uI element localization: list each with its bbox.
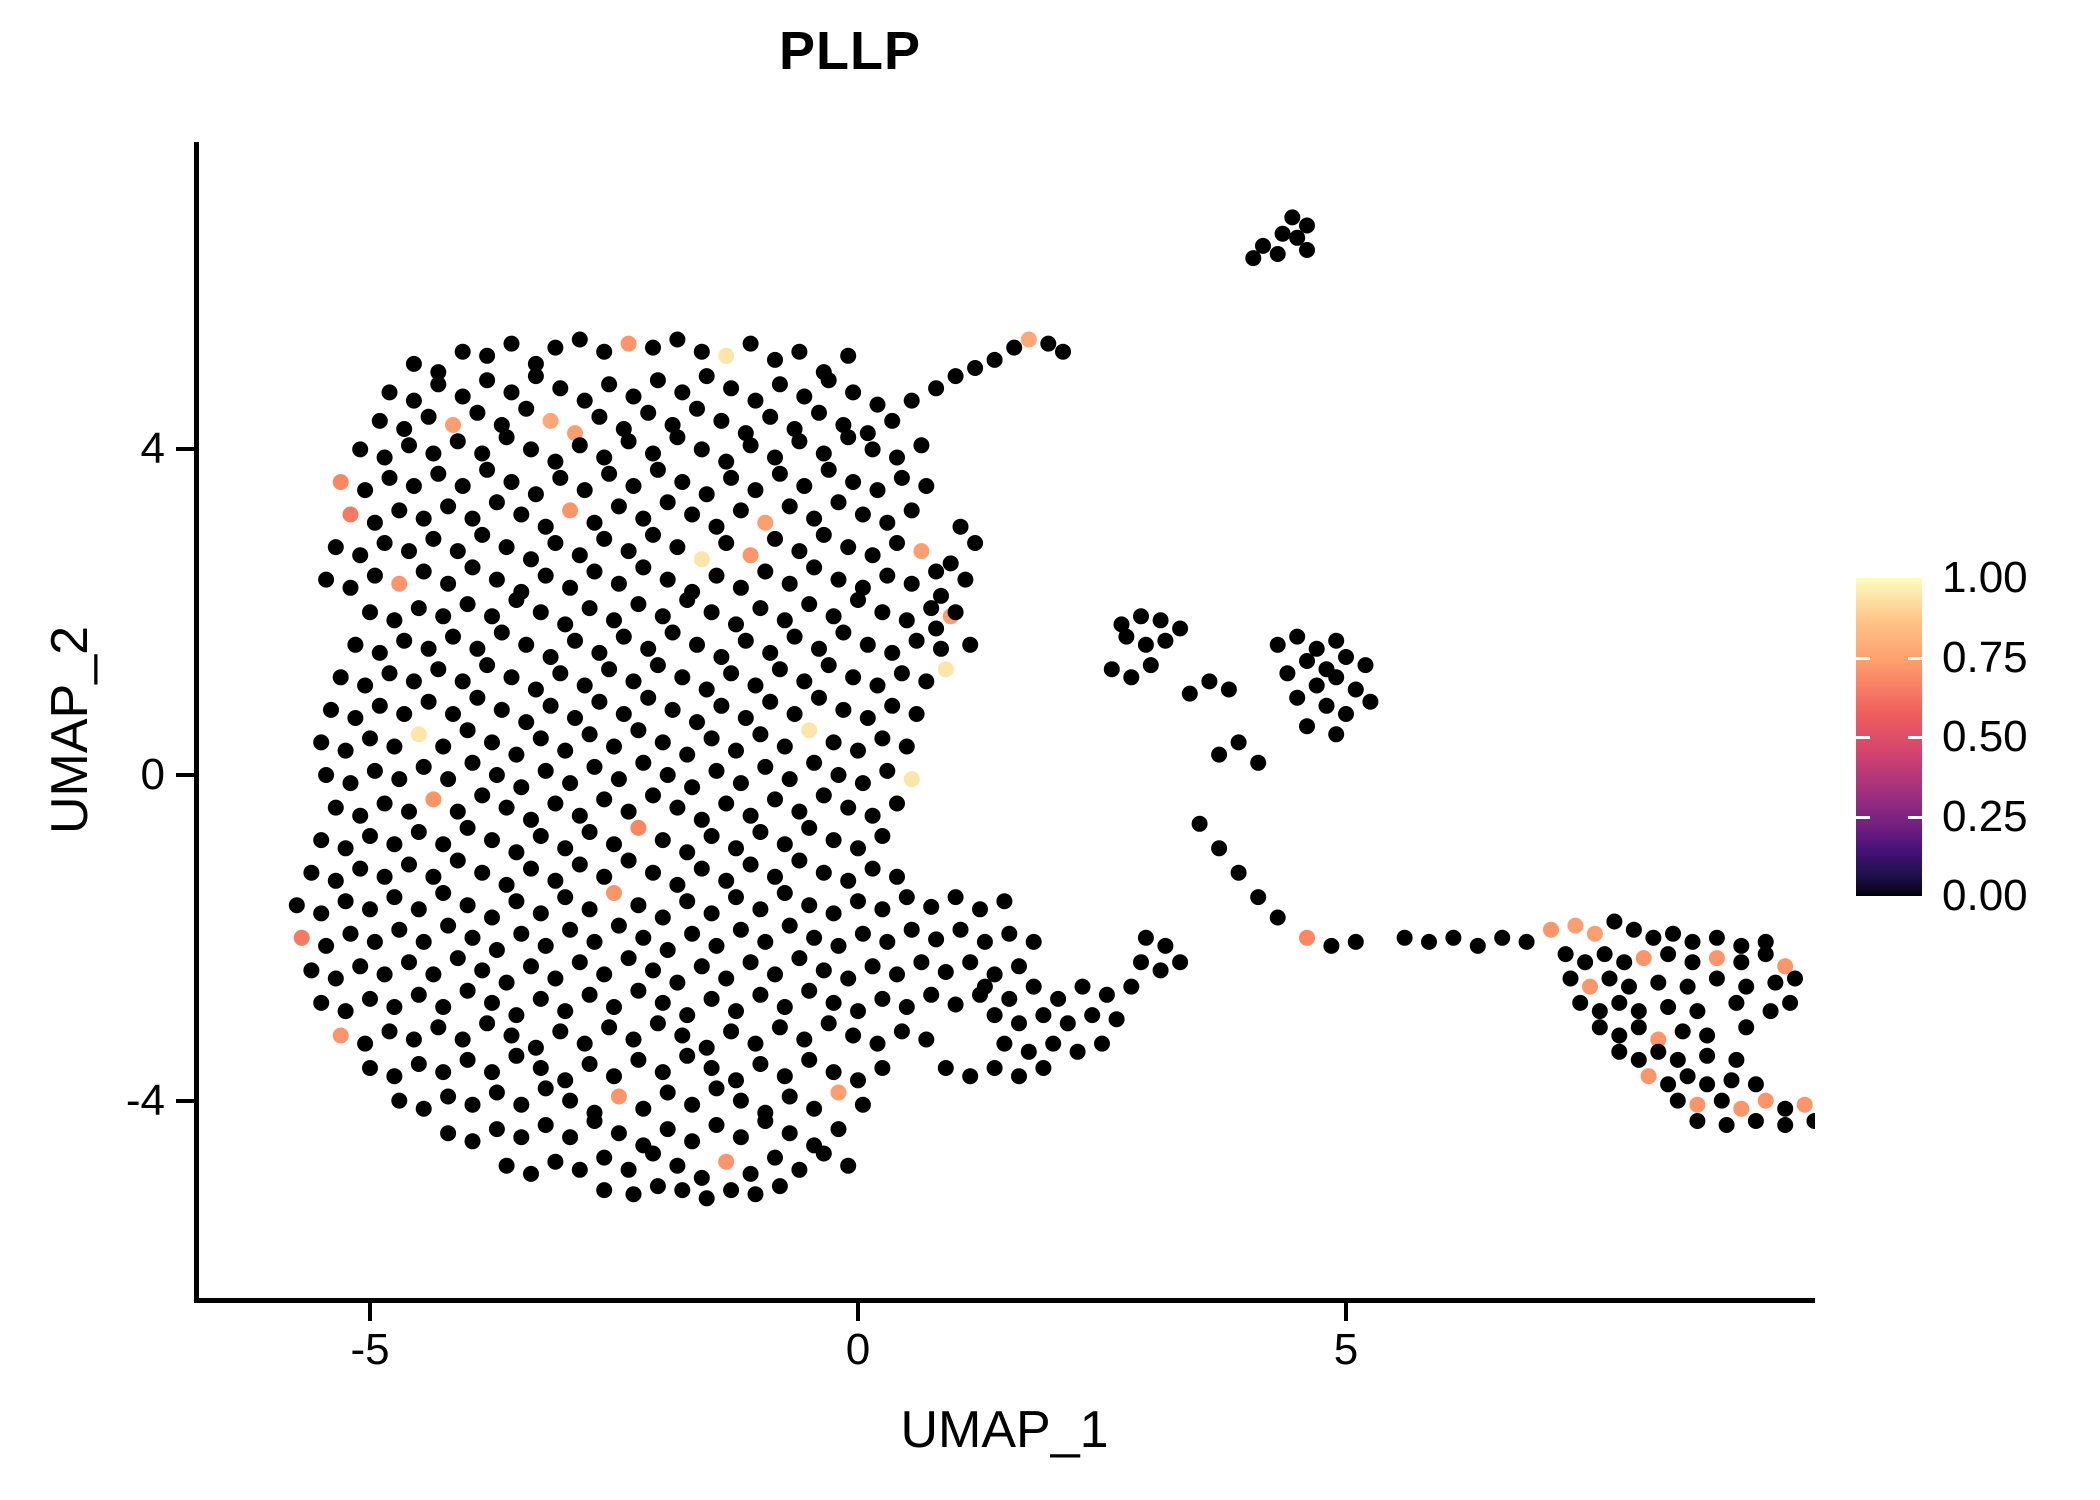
plot-panel: [194, 142, 1815, 1300]
colorbar-tick-label: 0.00: [1942, 871, 2028, 920]
colorbar-legend: 1.00 0.75 0.50 0.25 0.00: [1856, 553, 2086, 920]
x-axis-line: [194, 1298, 1815, 1303]
x-tick-label: -5: [350, 1325, 390, 1374]
scatter-points: [288, 209, 1815, 1207]
colorbar-tick-label: 0.50: [1942, 712, 2028, 761]
x-tick-mark: [368, 1303, 372, 1321]
y-axis-title: UMAP_2: [41, 625, 99, 835]
y-tick-label: 0: [140, 750, 165, 799]
colorbar-gradient: [1856, 578, 1922, 896]
x-tick-label: 5: [1333, 1325, 1359, 1374]
y-axis-line: [194, 142, 199, 1303]
colorbar-tick-label: 0.75: [1942, 632, 2028, 682]
x-tick-label: 0: [845, 1325, 871, 1374]
colorbar-tick-label: 1.00: [1942, 553, 2028, 602]
x-tick-mark: [1344, 1303, 1348, 1321]
y-tick-mark: [176, 1098, 194, 1103]
page-title: PLLP: [778, 21, 921, 81]
x-tick-mark: [856, 1303, 860, 1321]
x-axis-title: UMAP_1: [900, 1401, 1109, 1459]
y-tick-label: -4: [125, 1075, 165, 1125]
y-tick-mark: [176, 447, 194, 452]
y-tick-mark: [176, 773, 194, 777]
colorbar-tick-label: 0.25: [1942, 791, 2028, 841]
y-tick-label: 4: [140, 424, 165, 474]
